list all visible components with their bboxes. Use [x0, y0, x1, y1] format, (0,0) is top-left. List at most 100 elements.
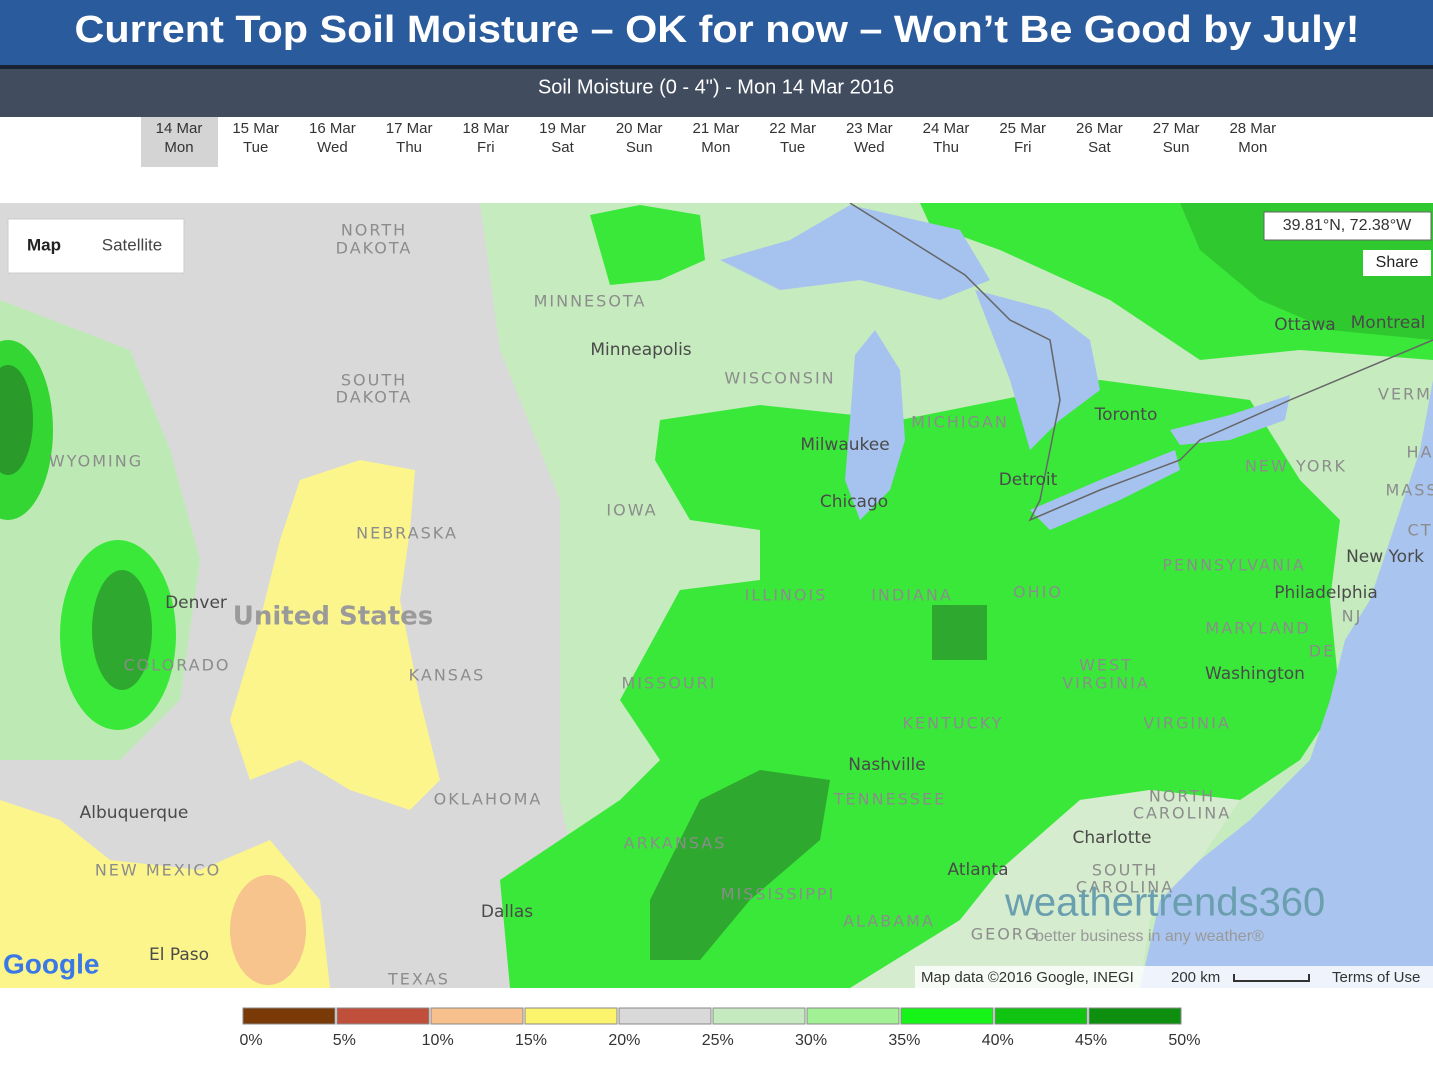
legend-label: 45% [1075, 1032, 1107, 1049]
state-label: DAKOTA [336, 388, 413, 407]
tab-date[interactable]: 25 Mar [999, 120, 1046, 137]
tab-date[interactable]: 27 Mar [1153, 120, 1200, 137]
date-tab[interactable]: 20 Mar Sun [616, 120, 663, 156]
tab-day[interactable]: Sat [551, 139, 574, 156]
tab-date[interactable]: 24 Mar [923, 120, 970, 137]
tab-day[interactable]: Sun [1163, 139, 1190, 156]
date-tab[interactable]: 21 Mar Mon [693, 120, 740, 156]
state-label: TEXAS [387, 970, 450, 989]
tab-day[interactable]: Wed [854, 139, 885, 156]
date-tab[interactable]: 14 Mar Mon [156, 120, 203, 156]
state-label: DAKOTA [336, 239, 413, 258]
state-label: VERM [1378, 385, 1432, 404]
legend-swatch [618, 1007, 712, 1025]
state-label: COLORADO [123, 656, 230, 675]
date-tab[interactable]: 27 Mar Sun [1153, 120, 1200, 156]
map-labels: NORTHDAKOTAMINNESOTASOUTHDAKOTAWISCONSIN… [49, 221, 1433, 989]
tab-day[interactable]: Fri [477, 139, 495, 156]
state-label: SOUTH [341, 371, 407, 390]
date-tab[interactable]: 28 Mar Mon [1229, 120, 1276, 156]
city-label: Ottawa [1274, 315, 1335, 335]
ocean [1140, 380, 1433, 988]
state-label: HA [1407, 443, 1433, 462]
city-label: Dallas [481, 902, 533, 922]
state-label: MISSISSIPPI [721, 885, 836, 904]
date-tab[interactable]: 17 Mar Thu [386, 120, 433, 156]
lake [720, 205, 990, 300]
date-tab[interactable]: 15 Mar Tue [232, 120, 279, 156]
share-button-bg [1363, 250, 1431, 276]
tab-date[interactable]: 15 Mar [232, 120, 279, 137]
tab-date[interactable]: 17 Mar [386, 120, 433, 137]
moisture-zone [932, 605, 987, 660]
map-type-control [7, 218, 185, 274]
map-button[interactable]: Map [27, 235, 61, 254]
city-label: New York [1346, 547, 1424, 567]
tab-day[interactable]: Tue [780, 139, 805, 156]
tab-date[interactable]: 23 Mar [846, 120, 893, 137]
tab-day[interactable]: Sun [626, 139, 653, 156]
state-label: DE [1309, 642, 1335, 661]
date-tab[interactable]: 19 Mar Sat [539, 120, 586, 156]
tab-day[interactable]: Tue [243, 139, 268, 156]
date-tabs: 14 Mar Mon 15 Mar Tue 16 Mar Wed 17 Mar Thu 18 M… [156, 120, 1276, 156]
lake [975, 290, 1100, 450]
state-label: WYOMING [49, 452, 143, 471]
moisture-zone [230, 460, 440, 810]
legend-swatch [900, 1007, 994, 1025]
legend-swatch [524, 1007, 618, 1025]
moisture-zone [850, 790, 1240, 988]
terms-link[interactable]: Terms of Use [1332, 969, 1420, 986]
date-tab[interactable]: 25 Mar Fri [999, 120, 1046, 156]
tab-day[interactable]: Fri [1014, 139, 1032, 156]
state-label: VIRGINIA [1062, 674, 1150, 693]
date-tab[interactable]: 18 Mar Fri [462, 120, 509, 156]
tab-day[interactable]: Mon [701, 139, 730, 156]
tab-date[interactable]: 26 Mar [1076, 120, 1123, 137]
tab-date[interactable]: 18 Mar [462, 120, 509, 137]
city-label: Philadelphia [1274, 583, 1378, 603]
tab-date[interactable]: 14 Mar [156, 120, 203, 137]
moisture-zone [92, 570, 152, 690]
moisture-zone [230, 875, 306, 985]
attribution-bar [915, 966, 1433, 988]
legend-swatch [336, 1007, 430, 1025]
google-logo: Google [3, 948, 99, 979]
attribution: Map data ©2016 Google, INEGI [921, 969, 1134, 986]
state-label: GEORG [971, 925, 1040, 944]
state-label: INDIANA [871, 586, 953, 605]
tab-date[interactable]: 20 Mar [616, 120, 663, 137]
date-tab[interactable]: 23 Mar Wed [846, 120, 893, 156]
tab-date[interactable]: 16 Mar [309, 120, 356, 137]
state-label: IOWA [606, 501, 657, 520]
city-label: Charlotte [1073, 828, 1152, 848]
tab-date[interactable]: 21 Mar [693, 120, 740, 137]
watermark-brand: weathertrends360 [1004, 881, 1325, 925]
tab-day[interactable]: Sat [1088, 139, 1111, 156]
legend-swatch [712, 1007, 806, 1025]
country-label: United States [233, 602, 434, 632]
date-tab[interactable]: 22 Mar Tue [769, 120, 816, 156]
state-label: VIRGINIA [1143, 714, 1231, 733]
tab-date[interactable]: 19 Mar [539, 120, 586, 137]
state-label: NORTH [1149, 787, 1215, 806]
city-label: El Paso [149, 945, 209, 965]
share-button[interactable]: Share [1376, 254, 1419, 271]
city-label: Toronto [1094, 405, 1158, 425]
state-label: MISSOURI [622, 674, 717, 693]
tab-day[interactable]: Mon [1238, 139, 1267, 156]
date-tab[interactable]: 26 Mar Sat [1076, 120, 1123, 156]
tab-day[interactable]: Wed [317, 139, 348, 156]
tab-date[interactable]: 22 Mar [769, 120, 816, 137]
tab-day[interactable]: Thu [396, 139, 422, 156]
city-label: Montreal [1351, 313, 1426, 333]
map: NORTHDAKOTAMINNESOTASOUTHDAKOTAWISCONSIN… [0, 203, 1433, 989]
city-label: Albuquerque [80, 803, 189, 823]
tab-date[interactable]: 28 Mar [1229, 120, 1276, 137]
date-tab[interactable]: 16 Mar Wed [309, 120, 356, 156]
satellite-button[interactable]: Satellite [102, 235, 162, 254]
date-tab[interactable]: 24 Mar Thu [923, 120, 970, 156]
tab-day[interactable]: Mon [164, 139, 193, 156]
tab-day[interactable]: Thu [933, 139, 959, 156]
